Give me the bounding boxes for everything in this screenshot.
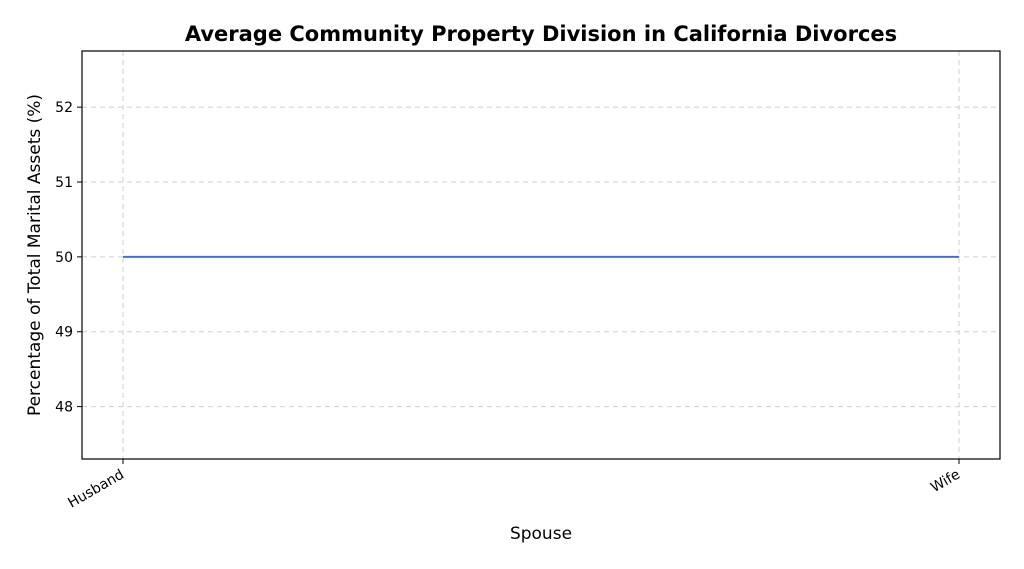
gridlines xyxy=(82,51,1000,459)
y-tick-label: 48 xyxy=(55,400,73,416)
y-tick-label: 51 xyxy=(55,175,73,191)
plot-frame xyxy=(81,50,1001,460)
x-axis-label: Spouse xyxy=(510,524,572,544)
y-tick-label: 52 xyxy=(55,100,73,116)
y-tick-label: 50 xyxy=(55,250,73,266)
y-tick-label: 49 xyxy=(55,325,73,341)
axis-ticks: Husband Wife 48 49 50 51 52 xyxy=(55,100,963,511)
chart-title: Average Community Property Division in C… xyxy=(185,22,897,46)
x-tick-label: Husband xyxy=(65,467,127,512)
y-axis-label: Percentage of Total Marital Assets (%) xyxy=(25,94,45,416)
x-tick-label: Wife xyxy=(928,467,963,496)
